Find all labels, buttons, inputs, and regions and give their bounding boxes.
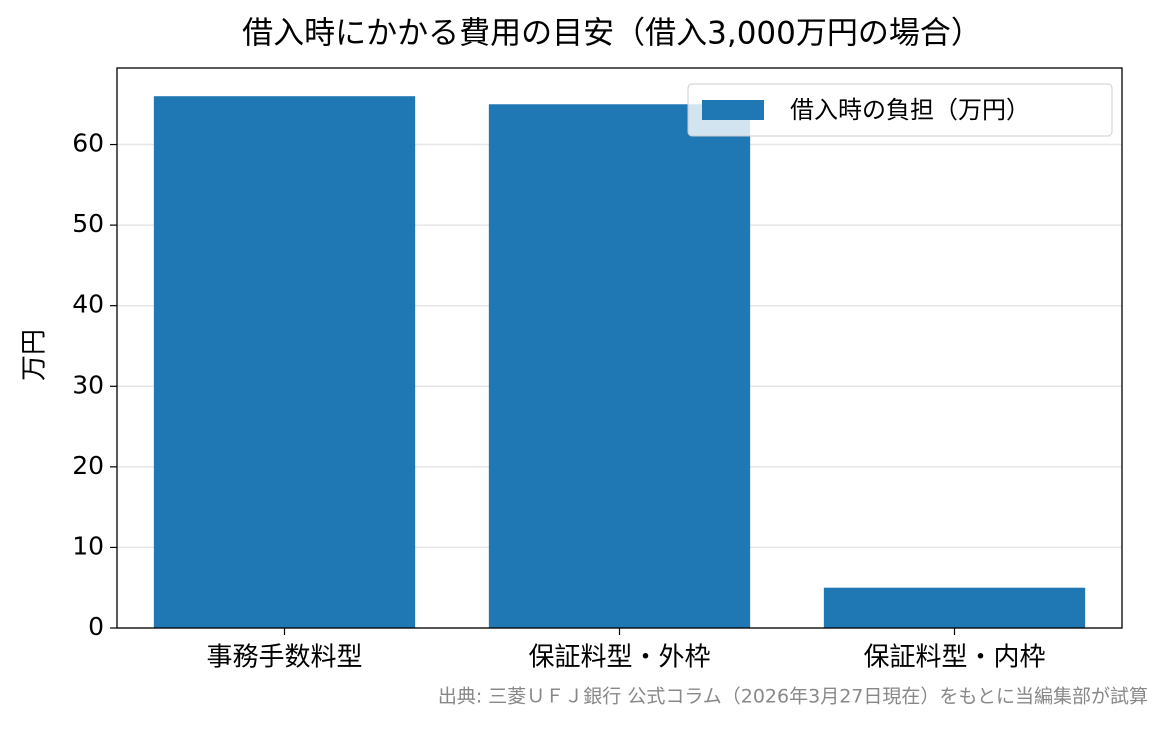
- y-tick-label: 40: [72, 290, 104, 319]
- chart-title: 借入時にかかる費用の目安（借入3,000万円の場合）: [242, 16, 982, 52]
- x-tick-label: 保証料型・外枠: [528, 643, 710, 673]
- bar: [153, 96, 416, 629]
- x-tick-label: 事務手数料型: [206, 643, 362, 673]
- source-note: 出典: 三菱ＵＦＪ銀行 公式コラム（2026年3月27日現在）をもとに当編集部が…: [438, 686, 1148, 708]
- bar: [823, 587, 1086, 628]
- y-axis-label: 万円: [20, 329, 50, 381]
- legend-box: [687, 83, 1113, 137]
- plot-frame: [116, 67, 1123, 629]
- legend-swatch: [702, 100, 764, 120]
- y-tick-label: 10: [72, 531, 104, 560]
- y-tick-label: 60: [72, 129, 104, 158]
- x-tick-label: 保証料型・内枠: [863, 643, 1045, 673]
- legend-label: 借入時の負担（万円）: [790, 96, 1030, 124]
- bar: [488, 104, 751, 629]
- y-tick-label: 50: [72, 209, 104, 238]
- y-tick-label: 0: [88, 612, 104, 641]
- y-tick-label: 20: [72, 451, 104, 480]
- y-tick-label: 30: [72, 370, 104, 399]
